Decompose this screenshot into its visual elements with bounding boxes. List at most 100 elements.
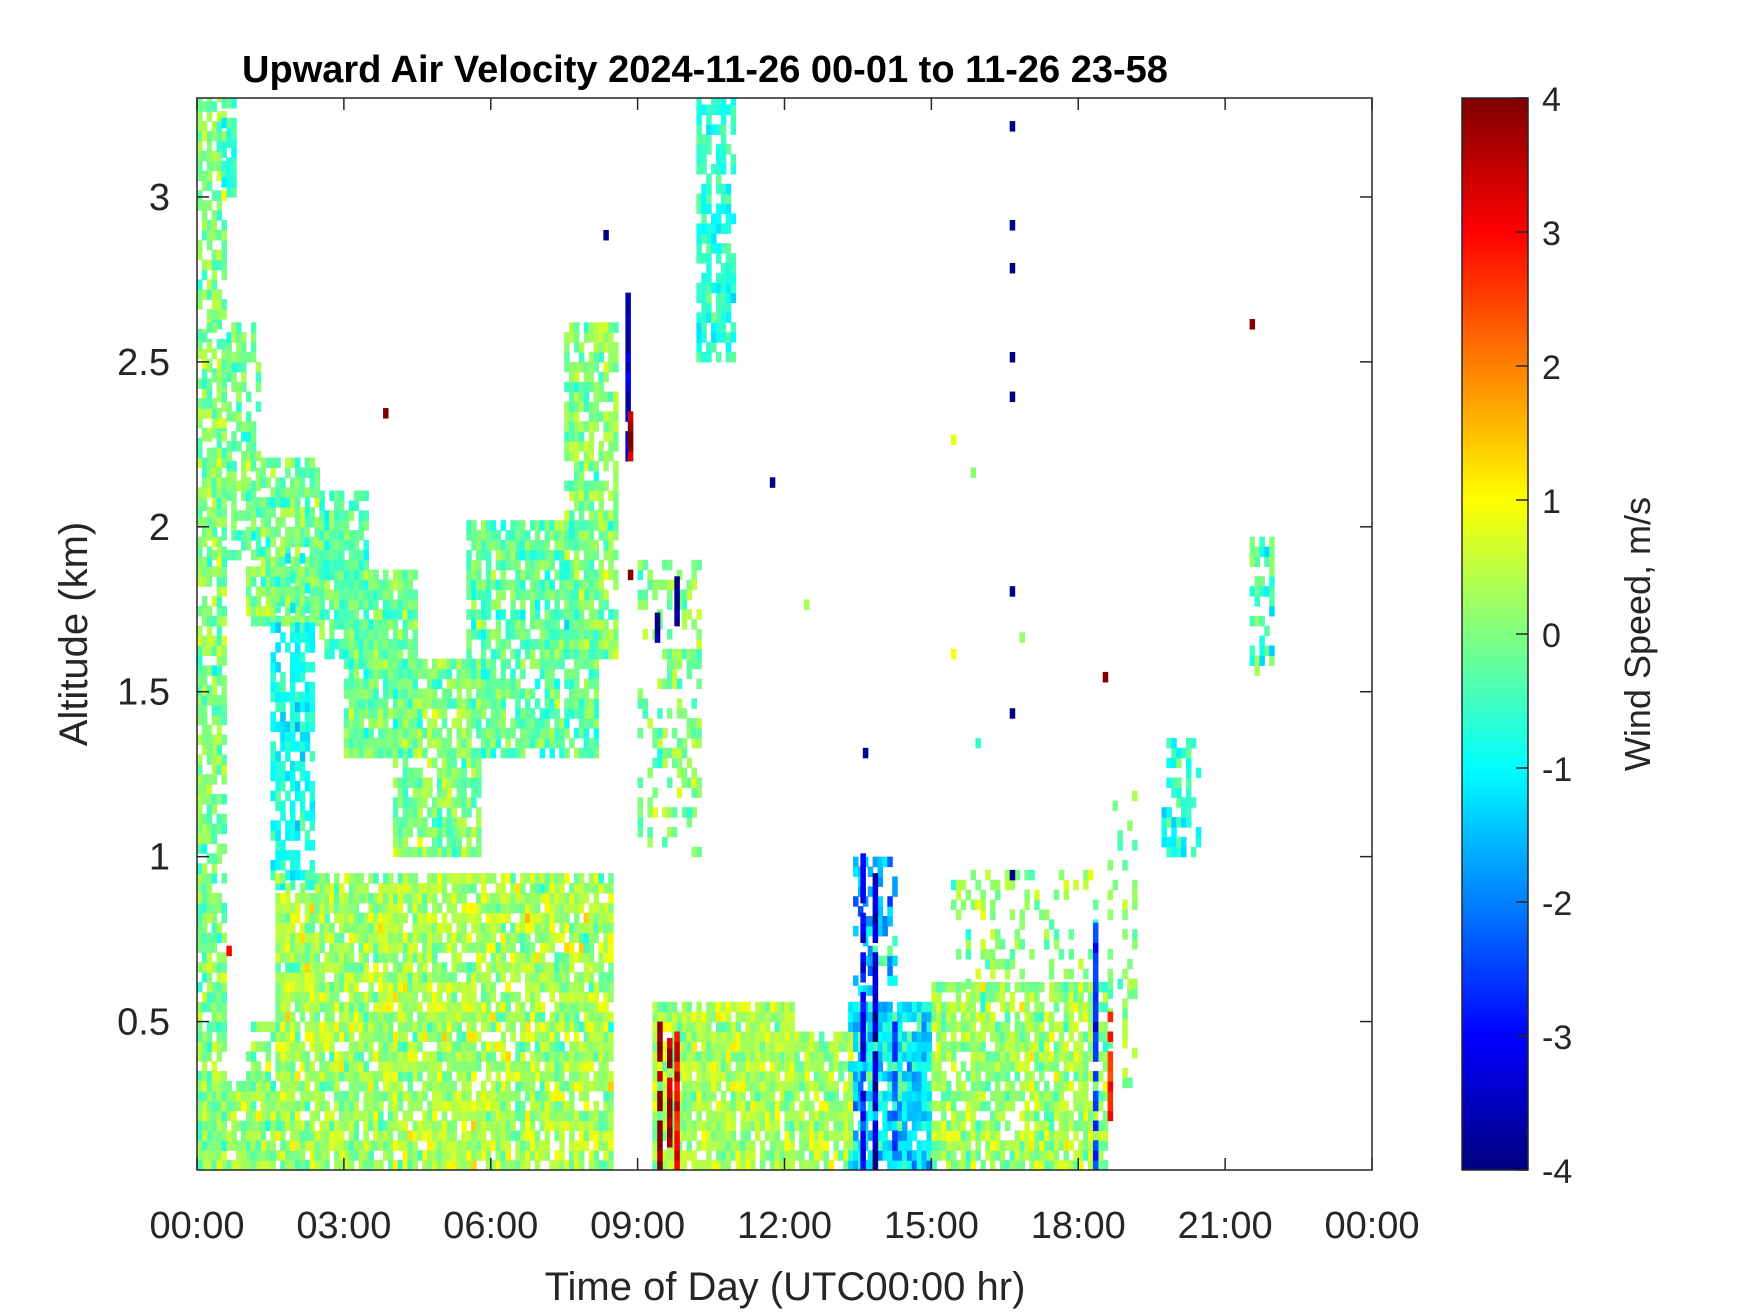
heatmap-cell bbox=[304, 741, 311, 752]
heatmap-cell bbox=[461, 883, 467, 894]
heatmap-cell bbox=[260, 1100, 267, 1112]
heatmap-cell bbox=[598, 1041, 604, 1052]
heatmap-cell bbox=[353, 1071, 360, 1082]
heatmap-cell bbox=[353, 490, 360, 502]
heatmap-cell bbox=[735, 1021, 742, 1033]
heatmap-cell bbox=[525, 962, 531, 973]
heatmap-cell bbox=[813, 1110, 820, 1122]
heatmap-cell bbox=[686, 648, 693, 660]
heatmap-cell bbox=[471, 883, 477, 894]
heatmap-cell bbox=[383, 952, 389, 963]
heatmap-cell bbox=[573, 1001, 580, 1013]
heatmap-cell bbox=[319, 1031, 325, 1042]
heatmap-cell bbox=[348, 892, 355, 904]
heatmap-cell bbox=[348, 658, 355, 670]
heatmap-cell bbox=[211, 348, 218, 360]
heatmap-cell bbox=[211, 912, 218, 924]
heatmap-cell bbox=[588, 629, 595, 640]
heatmap-cell bbox=[358, 718, 365, 729]
heatmap-cell bbox=[329, 883, 335, 894]
heatmap-cell bbox=[662, 747, 668, 759]
heatmap-cell bbox=[515, 1100, 521, 1112]
heatmap-cell bbox=[241, 332, 247, 343]
heatmap-cell bbox=[569, 1071, 575, 1082]
heatmap-cell bbox=[338, 619, 345, 630]
heatmap-cell bbox=[383, 737, 389, 749]
heatmap-cell bbox=[725, 104, 732, 116]
heatmap-cell bbox=[544, 972, 551, 983]
heatmap-cell bbox=[740, 1110, 746, 1122]
heatmap-cell bbox=[476, 902, 482, 914]
heatmap-cell bbox=[378, 1061, 384, 1072]
heatmap-cell bbox=[412, 747, 418, 759]
heatmap-cell bbox=[608, 638, 614, 650]
heatmap-cell bbox=[255, 536, 262, 548]
heatmap-cell bbox=[211, 635, 218, 647]
heatmap-cell bbox=[446, 1061, 453, 1072]
heatmap-cell bbox=[436, 777, 443, 788]
heatmap-cell bbox=[299, 615, 306, 627]
heatmap-cell bbox=[412, 892, 418, 904]
heatmap-cell bbox=[255, 615, 262, 627]
heatmap-cell bbox=[231, 127, 237, 139]
heatmap-cell bbox=[427, 826, 433, 838]
heatmap-cell bbox=[461, 1061, 467, 1072]
heatmap-cell bbox=[779, 1160, 786, 1170]
heatmap-cell bbox=[397, 922, 404, 934]
heatmap-cell bbox=[314, 962, 320, 973]
heatmap-cell bbox=[348, 1140, 355, 1151]
heatmap-cell bbox=[701, 193, 707, 205]
heatmap-cell bbox=[539, 1001, 546, 1013]
heatmap-cell bbox=[368, 688, 374, 699]
heatmap-cell bbox=[373, 1090, 379, 1102]
heatmap-cell bbox=[197, 695, 203, 706]
heatmap-cell bbox=[569, 539, 575, 551]
heatmap-cell bbox=[564, 678, 570, 690]
heatmap-cell bbox=[476, 579, 482, 591]
heatmap-cell bbox=[583, 569, 590, 581]
heatmap-cell bbox=[529, 648, 536, 660]
heatmap-cell bbox=[294, 711, 301, 723]
heatmap-cell bbox=[578, 609, 585, 620]
heatmap-cell bbox=[583, 883, 590, 894]
heatmap-cell bbox=[299, 820, 306, 831]
heatmap-cell bbox=[588, 619, 595, 630]
heatmap-cell bbox=[480, 668, 487, 680]
heatmap-cell bbox=[490, 912, 497, 924]
heatmap-cell bbox=[290, 602, 296, 614]
heatmap-cell bbox=[808, 1061, 815, 1072]
heatmap-cell bbox=[280, 1150, 286, 1161]
heatmap-cell bbox=[480, 737, 487, 749]
heatmap-cell bbox=[211, 566, 218, 577]
heatmap-cell bbox=[290, 721, 296, 732]
heatmap-cell bbox=[593, 892, 600, 904]
heatmap-cell bbox=[211, 417, 218, 429]
heatmap-cell bbox=[730, 1041, 737, 1052]
heatmap-cell bbox=[456, 767, 462, 779]
heatmap-cell bbox=[201, 892, 208, 904]
heatmap-cell bbox=[201, 813, 208, 825]
heatmap-cell bbox=[417, 1120, 423, 1132]
heatmap-cell bbox=[201, 220, 208, 231]
heatmap-cell bbox=[588, 658, 595, 670]
heatmap-cell bbox=[471, 1031, 477, 1042]
heatmap-cell bbox=[730, 1120, 737, 1132]
heatmap-cell bbox=[265, 556, 272, 567]
heatmap-cell bbox=[241, 342, 247, 353]
heatmap-cell bbox=[720, 332, 727, 343]
heatmap-cell bbox=[451, 698, 458, 709]
heatmap-cell bbox=[485, 1140, 492, 1151]
heatmap-cell bbox=[275, 487, 281, 498]
heatmap-cell bbox=[515, 737, 521, 749]
heatmap-cell bbox=[201, 101, 208, 112]
heatmap-cell bbox=[407, 579, 414, 591]
heatmap-cell bbox=[608, 1110, 614, 1122]
heatmap-cell bbox=[485, 737, 492, 749]
heatmap-cell bbox=[525, 728, 531, 739]
heatmap-cell bbox=[432, 912, 438, 924]
heatmap-cell bbox=[314, 1011, 320, 1023]
heatmap-cell bbox=[363, 648, 369, 660]
heatmap-cell bbox=[715, 302, 722, 313]
heatmap-cell bbox=[206, 477, 213, 488]
heatmap-cell bbox=[520, 1160, 526, 1170]
